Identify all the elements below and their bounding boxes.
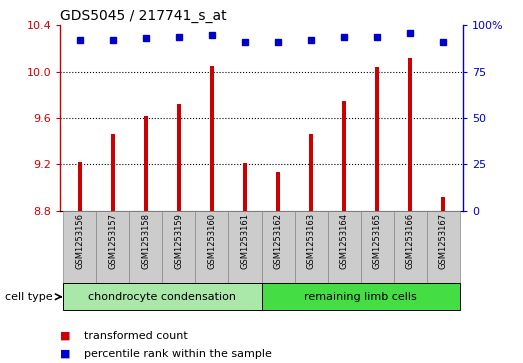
Text: GSM1253165: GSM1253165 [372, 213, 382, 269]
Text: remaining limb cells: remaining limb cells [304, 292, 417, 302]
Bar [78, 162, 82, 211]
Text: percentile rank within the sample: percentile rank within the sample [84, 349, 271, 359]
Bar [393, 211, 427, 283]
Text: GSM1253159: GSM1253159 [175, 213, 184, 269]
Text: GSM1253163: GSM1253163 [306, 213, 315, 269]
Bar [262, 211, 294, 283]
Bar [309, 134, 313, 211]
Text: GSM1253157: GSM1253157 [108, 213, 118, 269]
Text: GSM1253158: GSM1253158 [141, 213, 151, 269]
Bar [408, 58, 412, 211]
Text: cell type: cell type [5, 292, 53, 302]
Text: transformed count: transformed count [84, 331, 187, 341]
Bar [262, 283, 460, 310]
Text: GSM1253160: GSM1253160 [208, 213, 217, 269]
Text: GSM1253162: GSM1253162 [274, 213, 282, 269]
Bar [427, 211, 460, 283]
Bar [229, 211, 262, 283]
Bar [243, 163, 247, 211]
Bar [196, 211, 229, 283]
Bar [111, 134, 115, 211]
Bar [294, 211, 327, 283]
Bar [375, 67, 379, 211]
Text: GSM1253161: GSM1253161 [241, 213, 249, 269]
Bar [210, 66, 214, 211]
Text: GSM1253164: GSM1253164 [339, 213, 348, 269]
Bar [276, 172, 280, 211]
Bar [63, 283, 262, 310]
Text: GDS5045 / 217741_s_at: GDS5045 / 217741_s_at [60, 9, 227, 23]
Bar [342, 101, 346, 211]
Text: GSM1253166: GSM1253166 [405, 213, 415, 269]
Text: chondrocyte condensation: chondrocyte condensation [88, 292, 236, 302]
Bar [163, 211, 196, 283]
Text: GSM1253156: GSM1253156 [75, 213, 84, 269]
Text: ■: ■ [60, 331, 71, 341]
Text: ■: ■ [60, 349, 71, 359]
Bar [130, 211, 163, 283]
Bar [177, 104, 181, 211]
Bar [327, 211, 360, 283]
Bar [360, 211, 393, 283]
Bar [63, 211, 96, 283]
Text: GSM1253167: GSM1253167 [439, 213, 448, 269]
Bar [441, 197, 445, 211]
Bar [96, 211, 130, 283]
Bar [144, 116, 148, 211]
